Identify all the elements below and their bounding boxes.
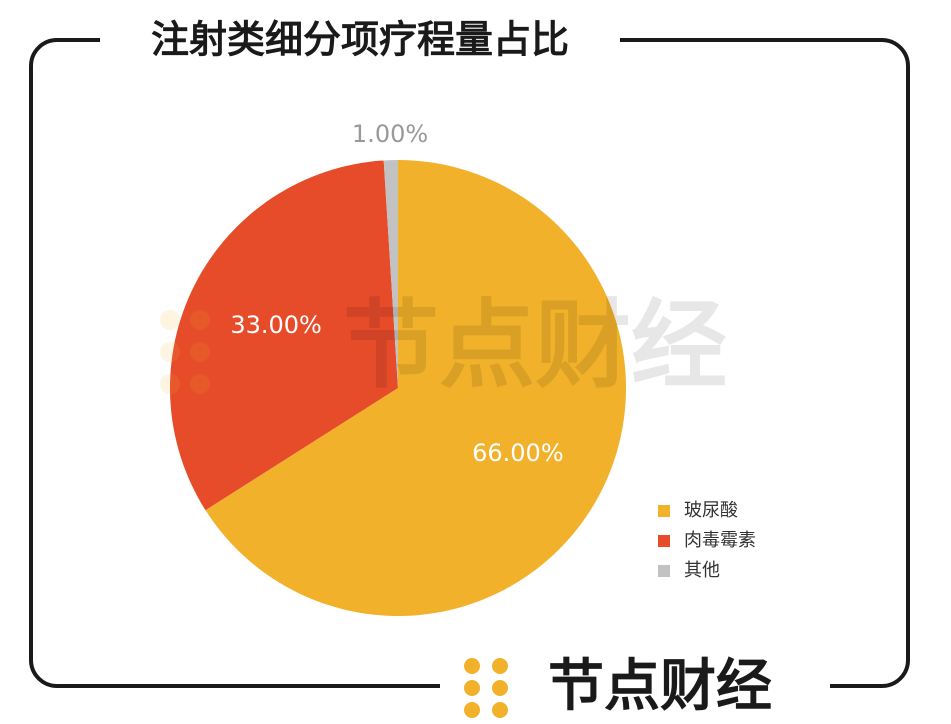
data-label: 66.00%	[472, 439, 564, 467]
legend-label: 其他	[684, 560, 720, 581]
brand: 节点财经	[548, 654, 772, 719]
pie-slice	[170, 160, 398, 511]
pie-slice	[205, 160, 627, 616]
legend-swatch	[658, 505, 670, 517]
pie-slice	[383, 160, 398, 388]
watermark: 节点财经	[343, 289, 727, 401]
watermark-icon	[160, 310, 210, 394]
data-label: 33.00%	[230, 311, 322, 339]
title-background	[100, 20, 620, 60]
data-label: 1.00%	[352, 120, 428, 148]
legend-label: 玻尿酸	[684, 500, 738, 521]
brand-icon	[464, 658, 508, 718]
pie: 66.00% 33.00% 1.00%	[170, 120, 627, 616]
legend-swatch	[658, 565, 670, 577]
legend-swatch	[658, 535, 670, 547]
chart-title: 注射类细分项疗程量占比	[151, 18, 569, 62]
legend-label: 肉毒霉素	[684, 530, 756, 551]
